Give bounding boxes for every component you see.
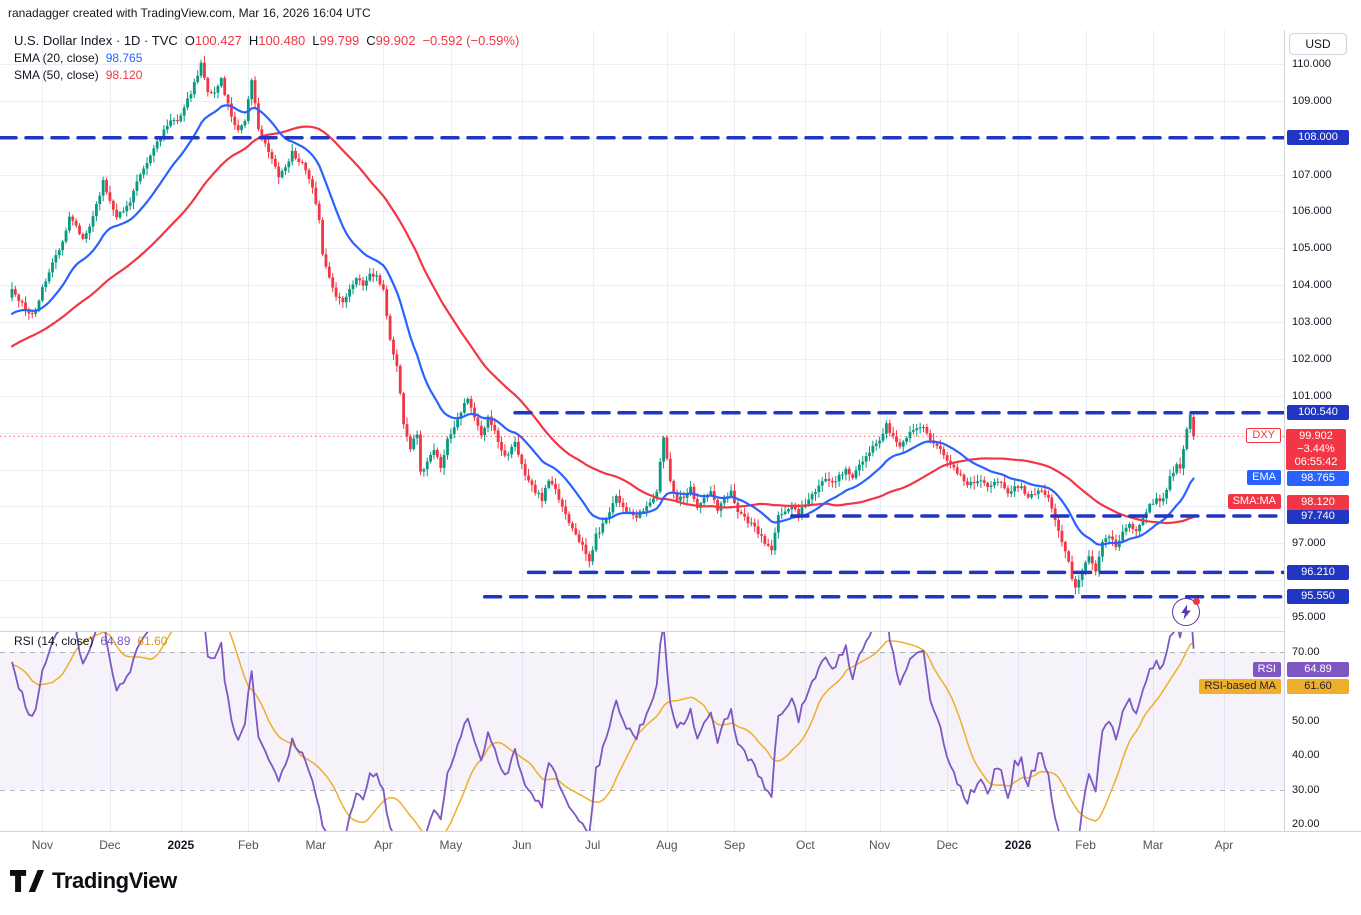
ema-value-badge: 98.765 [1287,470,1349,486]
dxy-badge-line: −3.44% [1297,443,1335,456]
price-and-rsi-chart-canvas[interactable] [0,30,1284,831]
price-axis-tick: 105.000 [1292,242,1332,255]
dxy-last-price-badge: 99.902 −3.44% 06:55:42 [1286,429,1346,471]
attribution-text: ranadagger created with TradingView.com,… [8,6,371,20]
price-axis-tick: 109.000 [1292,94,1332,107]
time-axis-label: Dec [99,838,121,852]
price-level-badge: 97.740 [1287,508,1349,524]
dxy-symbol-pill: DXY [1246,428,1281,444]
ohlc-open-label: O [184,33,195,48]
notification-dot [1193,598,1200,605]
time-axis-label: 2025 [167,838,195,852]
dxy-badge-line: 99.902 [1299,430,1333,443]
ohlc-high-label: H [248,33,259,48]
time-axis-label: Jun [512,838,532,852]
rsi-legend-label: RSI (14, close) [14,634,94,648]
lightning-icon [1181,604,1191,620]
time-axis-label: Nov [31,838,54,852]
time-axis[interactable]: Nov Dec 2025 Feb Mar Apr May Jun Jul Aug Sep Oct Nov… [0,831,1361,858]
time-axis-label: Feb [237,838,259,852]
time-axis-label: Dec [936,838,958,852]
rsi-value-badge: 64.89 [1287,662,1349,678]
ohlc-open: O100.427 [185,33,242,48]
tradingview-logomark-icon [10,869,44,893]
ohlc-low-label: L [312,33,320,48]
rsi-axis-tick: 40.00 [1292,749,1320,762]
ema-legend-value: 98.765 [105,51,143,65]
price-axis-tick: 106.000 [1292,205,1332,218]
time-axis-label: Jul [585,838,601,852]
price-axis-tick: 95.000 [1292,611,1326,624]
brand-wordmark: TradingView [52,868,177,893]
time-axis-label: Nov [868,838,891,852]
rsi-pill: RSI [1252,661,1281,677]
ohlc-close-label: C [366,33,376,48]
ema-pill: EMA [1247,470,1281,486]
price-axis-tick: 110.000 [1292,58,1331,70]
price-axis-tick: 104.000 [1292,279,1332,292]
dxy-badge-line: 06:55:42 [1294,456,1338,469]
rsi-axis-tick: 70.00 [1292,646,1320,658]
ohlc-close-value: 99.902 [375,33,416,48]
currency-button[interactable]: USD [1289,33,1347,55]
rsi-axis-tick: 50.00 [1292,714,1320,727]
time-axis-label: Oct [796,838,815,852]
ohlc-high-value: 100.480 [258,33,306,48]
price-level-badge: 95.550 [1287,589,1349,605]
time-axis-label: Mar [305,838,327,852]
rsi-legend-value: 64.89 [100,634,131,648]
price-axis-tick: 101.000 [1292,389,1332,402]
price-axis-tick: 107.000 [1292,168,1332,181]
ema-legend-row[interactable]: EMA (20, close) 98.765 [14,51,142,65]
time-axis-label: Sep [723,838,746,852]
price-level-badge: 100.540 [1287,405,1349,421]
price-level-badge: 96.210 [1287,564,1349,580]
price-axis-tick: 103.000 [1292,316,1332,329]
sma-legend-row[interactable]: SMA (50, close) 98.120 [14,68,142,82]
tradingview-logo[interactable]: TradingView [10,868,177,894]
time-axis-label: Mar [1142,838,1164,852]
sma-legend-label: SMA (50, close) [14,68,99,82]
sma-pill: SMA:MA [1227,494,1281,509]
rsi-ma-pill: RSI-based MA [1199,678,1281,694]
sma-legend-value: 98.120 [105,68,143,82]
ohlc-open-value: 100.427 [194,33,242,48]
rsi-ma-legend-value: 61.60 [137,634,168,648]
ohlc-low-value: 99.799 [319,33,360,48]
time-axis-label: May [439,838,463,852]
rsi-axis-tick: 30.00 [1292,783,1320,796]
time-axis-label: 2026 [1004,838,1032,852]
rsi-axis-tick: 20.00 [1292,818,1320,830]
time-axis-label: Apr [1214,838,1234,852]
price-axis-tick: 97.000 [1292,537,1326,550]
chart-area: U.S. Dollar Index · 1D · TVC O100.427 H1… [0,30,1361,858]
flash-button[interactable] [1172,598,1200,626]
price-axis-tick: 102.000 [1292,352,1332,365]
ohlc-close: C99.902 [366,33,415,48]
symbol-legend-row: U.S. Dollar Index · 1D · TVC O100.427 H1… [14,33,519,48]
rsi-ma-value-badge: 61.60 [1287,679,1349,695]
ohlc-high: H100.480 [249,33,305,48]
change-value: −0.592 (−0.59%) [422,33,520,48]
rsi-legend-row[interactable]: RSI (14, close) 64.89 61.60 [14,634,167,648]
time-axis-label: Aug [656,838,678,852]
symbol-title: U.S. Dollar Index · 1D · TVC [14,33,178,48]
price-level-badge: 108.000 [1287,130,1349,146]
time-axis-label: Apr [374,838,393,852]
time-axis-label: Feb [1075,838,1096,852]
sma-value-badge: 98.120 [1287,494,1349,510]
ohlc-low: L99.799 [312,33,359,48]
price-axis[interactable]: USD 110.000 109.000 107.000 106.000 105.000 1… [1284,30,1361,831]
ema-legend-label: EMA (20, close) [14,51,99,65]
